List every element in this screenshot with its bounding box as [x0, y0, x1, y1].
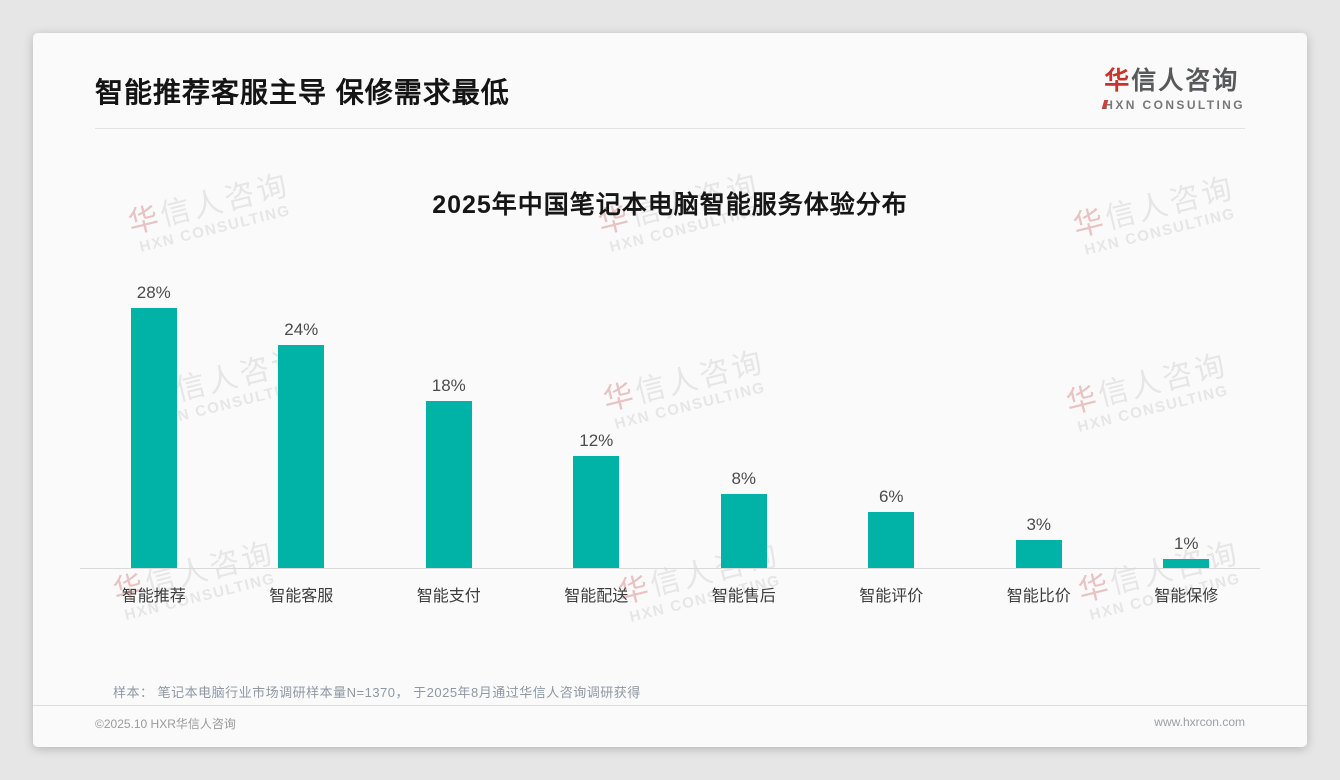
bar-slot: 24% [228, 279, 376, 568]
bar [1163, 559, 1210, 568]
website-url: www.hxrcon.com [1154, 715, 1245, 729]
category-label: 智能比价 [1006, 588, 1071, 605]
brand-logo-english-first: H [1101, 98, 1115, 112]
bar-slot: 8% [670, 279, 818, 568]
brand-logo: 华信人咨询 HXN CONSULTING [1101, 61, 1245, 112]
page-title: 智能推荐客服主导 保修需求最低 [95, 77, 510, 108]
bar [868, 512, 915, 568]
brand-logo-english: HXN CONSULTING [1101, 98, 1245, 112]
brand-logo-chinese-accent: 华 [1104, 67, 1132, 95]
bar-value-label: 6% [878, 487, 904, 506]
bar-slot: 6% [818, 279, 966, 568]
bar-value-label: 18% [431, 376, 466, 395]
report-footer: ©2025.10 HXR华信人咨询 www.hxrcon.com [33, 705, 1307, 747]
bar-value-label: 8% [731, 469, 757, 488]
category-label: 智能配送 [564, 588, 629, 605]
bar-value-label: 1% [1173, 534, 1199, 553]
chart-plot-area: 28% 24% 18% 12% 8% 6% 3% 1% [80, 279, 1260, 569]
bar [425, 401, 472, 568]
bar-slot: 12% [523, 279, 671, 568]
brand-logo-chinese-rest: 信人咨询 [1131, 67, 1240, 95]
category-label: 智能保修 [1154, 588, 1219, 605]
bar-slot: 1% [1113, 279, 1261, 568]
bar-slot: 3% [965, 279, 1113, 568]
category-label: 智能推荐 [121, 588, 186, 605]
bar [130, 308, 177, 568]
copyright-text: ©2025.10 HXR华信人咨询 [95, 717, 236, 731]
bar [720, 494, 767, 568]
header-divider [95, 128, 1245, 129]
sample-note: 样本： 笔记本电脑行业市场调研样本量N=1370， 于2025年8月通过华信人咨… [113, 685, 641, 700]
bar [1015, 540, 1062, 568]
chart-category-axis: 智能推荐 智能客服 智能支付 智能配送 智能售后 智能评价 智能比价 智能保修 [80, 582, 1260, 606]
bar [278, 345, 325, 568]
category-label: 智能评价 [859, 588, 924, 605]
category-label: 智能售后 [711, 588, 776, 605]
chart-title: 2025年中国笔记本电脑智能服务体验分布 [432, 191, 908, 219]
report-card: 华信人咨询 HXN CONSULTING 华信人咨询 HXN CONSULTING 华信… [33, 33, 1307, 747]
brand-logo-english-rest: XN CONSULTING [1115, 98, 1245, 112]
category-label: 智能客服 [269, 588, 334, 605]
bar-value-label: 24% [284, 320, 319, 339]
report-header: 智能推荐客服主导 保修需求最低 华信人咨询 HXN CONSULTING [33, 33, 1307, 112]
bar-value-label: 12% [579, 431, 614, 450]
bar-value-label: 3% [1026, 515, 1052, 534]
bar-slot: 18% [375, 279, 523, 568]
bar-value-label: 28% [136, 283, 171, 302]
brand-logo-chinese: 华信人咨询 [1104, 61, 1245, 97]
bar-slot: 28% [80, 279, 228, 568]
bar-chart: 28% 24% 18% 12% 8% 6% 3% 1% 智能推荐 智能客服 智能支付 智能配送 智能售… [80, 279, 1260, 606]
bar [573, 456, 620, 568]
card-content: 智能推荐客服主导 保修需求最低 华信人咨询 HXN CONSULTING 202… [33, 33, 1307, 747]
category-label: 智能支付 [416, 588, 481, 605]
